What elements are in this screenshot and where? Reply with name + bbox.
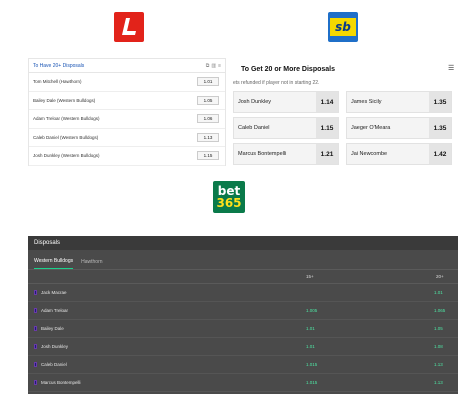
player-name: Caleb Daniel (Western Bulldogs) xyxy=(33,134,99,140)
jersey-icon xyxy=(34,308,37,313)
sportsbet-selection[interactable]: James Sicily 1.35 xyxy=(346,91,452,113)
bet365-player-row: Josh Dunkley 1.01 1.08 xyxy=(28,338,458,356)
odds-20-plus[interactable]: 1.08 xyxy=(434,344,443,349)
player-name: Bailey Dale xyxy=(41,326,64,331)
ladbrokes-l-icon xyxy=(122,18,136,35)
odds-15-plus[interactable]: 1.005 xyxy=(306,308,318,313)
odds-15-plus[interactable]: 1.015 xyxy=(306,380,318,385)
odds-button[interactable]: 1.21 xyxy=(316,144,338,164)
bet365-logo: bet 365 xyxy=(213,181,245,213)
player-name: Caleb Daniel xyxy=(41,362,67,367)
sportsbet-market-title: To Get 20 or More Disposals xyxy=(241,66,336,73)
player-name: Josh Dunkley (Western Bulldogs) xyxy=(33,153,100,159)
odds-15-plus[interactable]: 1.01 xyxy=(306,326,315,331)
bet365-player-row: Marcus Bontempelli 1.015 1.13 xyxy=(28,374,458,392)
sportsbet-selection[interactable]: Jaeger O'Meara 1.35 xyxy=(346,117,452,139)
player-cell: Marcus Bontempelli xyxy=(34,380,81,385)
ladbrokes-market-header: To Have 20+ Disposals ⧉ ▥ ≡ xyxy=(29,59,225,73)
sportsbet-selection[interactable]: Josh Dunkley 1.14 xyxy=(233,91,339,113)
odds-button[interactable]: 1.15 xyxy=(316,118,338,138)
jersey-icon xyxy=(34,290,37,295)
bet365-player-row: Caleb Daniel 1.015 1.13 xyxy=(28,356,458,374)
player-name: Jaeger O'Meara xyxy=(351,125,391,131)
odds-20-plus[interactable]: 1.05 xyxy=(434,326,443,331)
player-cell: Caleb Daniel xyxy=(34,362,67,367)
odds-20-plus[interactable]: 1.13 xyxy=(434,380,443,385)
sportsbet-selection[interactable]: Marcus Bontempelli 1.21 xyxy=(233,143,339,165)
player-cell: Jack Macrae xyxy=(34,290,67,295)
odds-button[interactable]: 1.01 xyxy=(197,77,219,87)
odds-button[interactable]: 1.14 xyxy=(316,92,338,112)
player-name: Bailey Dale (Western Bulldogs) xyxy=(33,97,96,103)
player-name: Jai Newcombe xyxy=(351,151,388,157)
odds-button[interactable]: 1.05 xyxy=(197,95,219,105)
odds-button[interactable]: 1.42 xyxy=(429,144,451,164)
ladbrokes-row: Caleb Daniel (Western Bulldogs) 1.13 xyxy=(29,129,225,147)
sportsbet-market-note: ets refunded if player not in starting 2… xyxy=(233,80,320,86)
sportsbet-logo-text: sb xyxy=(330,18,356,36)
bet365-player-row: Jack Macrae 1.01 xyxy=(28,284,458,302)
odds-20-plus[interactable]: 1.065 xyxy=(434,308,446,313)
player-name: Marcus Bontempelli xyxy=(238,151,287,157)
odds-button[interactable]: 1.06 xyxy=(197,114,219,124)
player-name: Caleb Daniel xyxy=(238,125,270,131)
player-cell: Bailey Dale xyxy=(34,326,64,331)
player-name: James Sicily xyxy=(351,99,382,105)
bet365-market-header[interactable]: Disposals xyxy=(28,236,458,250)
jersey-icon xyxy=(34,344,37,349)
tab-western-bulldogs[interactable]: Western Bulldogs xyxy=(34,258,74,269)
player-name: Marcus Bontempelli xyxy=(41,380,81,385)
sportsbet-logo: sb xyxy=(328,12,358,42)
ladbrokes-row: Adam Treloar (Western Bulldogs) 1.06 xyxy=(29,110,225,129)
ladbrokes-row: Bailey Dale (Western Bulldogs) 1.05 xyxy=(29,92,225,110)
list-icon[interactable]: ☰ xyxy=(448,65,455,72)
sportsbet-selection[interactable]: Caleb Daniel 1.15 xyxy=(233,117,339,139)
bet365-player-row: Adam Treloar 1.005 1.065 xyxy=(28,302,458,320)
menu-icon[interactable]: ≡ xyxy=(218,62,221,69)
bet365-logo-line1: bet xyxy=(217,184,241,198)
odds-15-plus[interactable]: 1.01 xyxy=(306,344,315,349)
player-name: Josh Dunkley xyxy=(238,99,272,105)
tab-hawthorn[interactable]: Hawthorn xyxy=(81,259,103,265)
player-name: Adam Treloar xyxy=(41,308,69,313)
ladbrokes-tools: ⧉ ▥ ≡ xyxy=(206,63,221,69)
bet365-player-row: Bailey Dale 1.01 1.05 xyxy=(28,320,458,338)
odds-15-plus[interactable]: 1.015 xyxy=(306,362,318,367)
jersey-icon xyxy=(34,326,37,331)
bet365-market-panel: Disposals Western Bulldogs Hawthorn 15+ … xyxy=(28,236,458,394)
player-cell: Josh Dunkley xyxy=(34,344,68,349)
jersey-icon xyxy=(34,380,37,385)
bet365-team-tabs: Western Bulldogs Hawthorn xyxy=(28,250,458,270)
ladbrokes-market-title: To Have 20+ Disposals xyxy=(33,62,85,69)
sportsbet-selection[interactable]: Jai Newcombe 1.42 xyxy=(346,143,452,165)
player-name: Jack Macrae xyxy=(41,290,67,295)
odds-button[interactable]: 1.15 xyxy=(197,151,219,161)
chart-icon[interactable]: ▥ xyxy=(211,62,217,69)
player-name: Josh Dunkley xyxy=(41,344,69,349)
odds-20-plus[interactable]: 1.01 xyxy=(434,290,443,295)
bet365-column-headers: 15+ 20+ xyxy=(28,270,458,284)
odds-button[interactable]: 1.35 xyxy=(429,92,451,112)
player-name: Tom Mitchell (Hawthorn) xyxy=(33,79,82,85)
jersey-icon xyxy=(34,362,37,367)
ladbrokes-row: Tom Mitchell (Hawthorn) 1.01 xyxy=(29,73,225,92)
column-15-plus: 15+ xyxy=(306,274,314,279)
player-cell: Adam Treloar xyxy=(34,308,68,313)
share-icon[interactable]: ⧉ xyxy=(205,62,210,69)
odds-button[interactable]: 1.35 xyxy=(429,118,451,138)
column-20-plus: 20+ xyxy=(436,274,444,279)
ladbrokes-logo xyxy=(114,12,144,42)
odds-20-plus[interactable]: 1.13 xyxy=(434,362,443,367)
odds-button[interactable]: 1.13 xyxy=(197,132,219,142)
bet365-logo-line2: 365 xyxy=(216,196,242,210)
ladbrokes-row: Josh Dunkley (Western Bulldogs) 1.15 xyxy=(29,147,225,166)
player-name: Adam Treloar (Western Bulldogs) xyxy=(33,116,100,122)
ladbrokes-market-panel: To Have 20+ Disposals ⧉ ▥ ≡ Tom Mitchell… xyxy=(28,58,226,166)
